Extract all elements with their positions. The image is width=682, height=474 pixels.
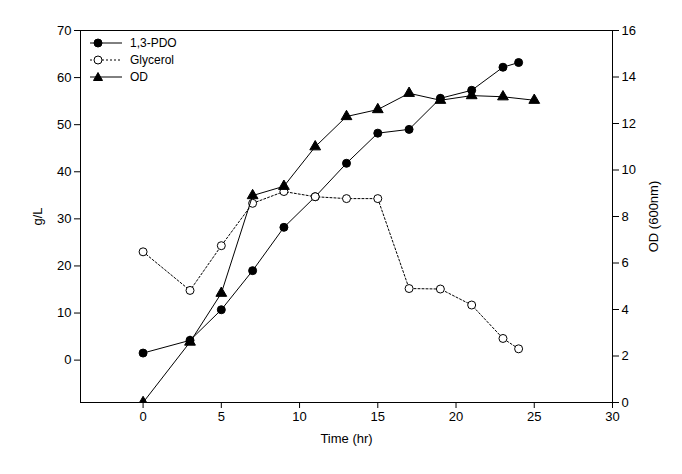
html-text:Glycerol: Glycerol — [130, 52, 174, 67]
svg-text:10: 10 — [292, 409, 306, 424]
svg-text:5: 5 — [218, 409, 225, 424]
svg-text:12: 12 — [622, 116, 636, 131]
svg-text:10: 10 — [57, 305, 71, 320]
svg-text:0: 0 — [64, 352, 71, 367]
svg-text:30: 30 — [605, 409, 619, 424]
svg-text:0: 0 — [622, 395, 629, 410]
svg-text:4: 4 — [622, 302, 629, 317]
svg-text:14: 14 — [622, 69, 636, 84]
svg-text:0: 0 — [139, 409, 146, 424]
svg-text:6: 6 — [622, 255, 629, 270]
svg-text:g/L: g/L — [30, 207, 45, 225]
svg-text:20: 20 — [449, 409, 463, 424]
svg-text:8: 8 — [622, 209, 629, 224]
svg-text:15: 15 — [371, 409, 385, 424]
svg-text:25: 25 — [527, 409, 541, 424]
svg-text:16: 16 — [622, 23, 636, 38]
svg-text:50: 50 — [57, 117, 71, 132]
svg-text:30: 30 — [57, 211, 71, 226]
svg-text:40: 40 — [57, 164, 71, 179]
svg-text:OD (600nm): OD (600nm) — [646, 181, 661, 253]
svg-text:10: 10 — [622, 162, 636, 177]
svg-text:70: 70 — [57, 23, 71, 38]
html-text:1,3-PDO: 1,3-PDO — [130, 35, 177, 50]
svg-text:Time (hr): Time (hr) — [320, 431, 372, 446]
svg-text:2: 2 — [622, 348, 629, 363]
svg-text:60: 60 — [57, 70, 71, 85]
html-text:OD: OD — [130, 69, 148, 84]
svg-text:20: 20 — [57, 258, 71, 273]
